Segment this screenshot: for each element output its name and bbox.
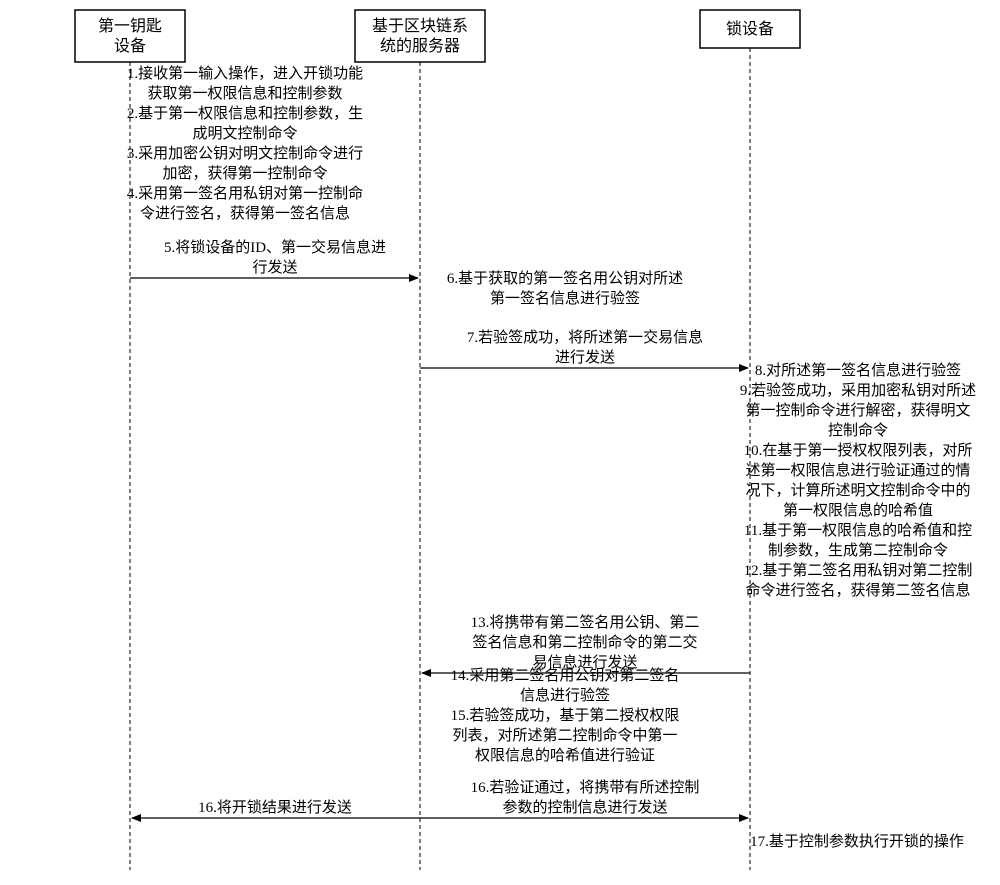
- note-text: 制参数，生成第二控制命令: [768, 541, 948, 559]
- note-text: 况下，计算所述明文控制命令中的: [745, 481, 970, 499]
- note-text: 述第一权限信息进行验证通过的情: [745, 461, 970, 479]
- note-text: 6.基于获取的第一签名用公钥对所述: [447, 269, 683, 287]
- note-text: 3.采用加密公钥对明文控制命令进行: [127, 144, 363, 162]
- note-text: 第一权限信息的哈希值: [783, 501, 933, 519]
- note-text: 10.在基于第一授权权限列表，对所: [744, 441, 973, 459]
- note-text: 令进行签名，获得第一签名信息: [140, 204, 350, 222]
- note-text: 17.基于控制参数执行开锁的操作: [750, 833, 964, 850]
- message-label: 易信息进行发送: [532, 654, 637, 671]
- message-label: 签名信息和第二控制命令的第二交: [472, 633, 697, 651]
- note-text: 第一控制命令进行解密，获得明文: [745, 401, 970, 419]
- note-text: 15.若验签成功，基于第二授权权限: [451, 706, 680, 724]
- note-text: 8.对所述第一签名信息进行验签: [755, 361, 961, 379]
- actor-label: 统的服务器: [380, 37, 460, 55]
- message-label: 行发送: [252, 259, 297, 276]
- note-text: 第一签名信息进行验签: [490, 289, 640, 307]
- actor-label: 第一钥匙: [98, 17, 162, 35]
- note-text: 权限信息的哈希值进行验证: [475, 747, 655, 764]
- note-text: 加密，获得第一控制命令: [162, 164, 327, 182]
- note-text: 列表，对所述第二控制命令中第一: [452, 726, 677, 744]
- actor-label: 基于区块链系: [372, 17, 468, 35]
- message-label: 7.若验签成功，将所述第一交易信息: [467, 328, 703, 346]
- message-label: 13.将携带有第二签名用公钥、第二: [471, 613, 700, 631]
- message-label: 16.将开锁结果进行发送: [198, 799, 352, 816]
- message-label: 参数的控制信息进行发送: [502, 799, 667, 816]
- note-text: 获取第一权限信息和控制参数: [147, 84, 342, 102]
- note-text: 信息进行验签: [520, 687, 610, 704]
- note-text: 9.若验签成功，采用加密私钥对所述: [740, 382, 976, 399]
- actor-label: 锁设备: [726, 20, 774, 38]
- note-text: 12.基于第二签名用私钥对第二控制: [744, 561, 973, 579]
- actor-label: 设备: [114, 37, 146, 55]
- sequence-diagram: 第一钥匙设备 基于区块链系统的服务器 锁设备 1.接收第一输入操作，进入开锁功能获取第…: [0, 0, 1000, 885]
- note-text: 命令进行签名，获得第二签名信息: [745, 581, 970, 599]
- note-text: 2.基于第一权限信息和控制参数，生: [127, 104, 363, 122]
- note-text: 11.基于第一权限信息的哈希值和控: [744, 521, 972, 539]
- message-label: 5.将锁设备的ID、第一交易信息进: [164, 238, 386, 256]
- note-text: 4.采用第一签名用私钥对第一控制命: [127, 184, 363, 202]
- message-label: 进行发送: [555, 349, 615, 366]
- note-text: 控制命令: [828, 421, 888, 439]
- note-text: 1.接收第一输入操作，进入开锁功能: [127, 64, 363, 82]
- note-text: 成明文控制命令: [192, 124, 297, 142]
- message-label: 16.若验证通过，将携带有所述控制: [471, 779, 700, 796]
